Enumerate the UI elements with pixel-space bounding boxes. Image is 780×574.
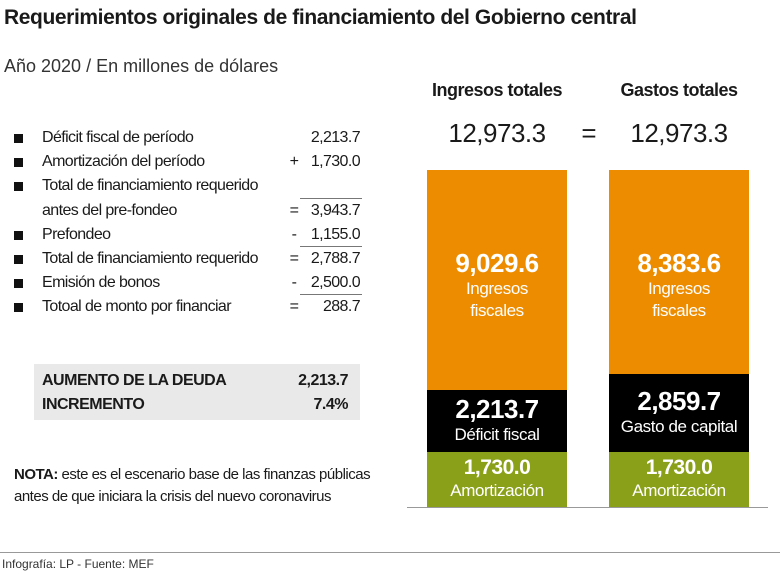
debt-increase-value: 2,213.7 (298, 372, 348, 389)
list-item: Amortización del período +1,730.0 (14, 151, 374, 175)
note-prefix: NOTA: (14, 466, 58, 483)
item-label: Totoal de monto por financiar (42, 298, 232, 315)
bullet-icon (14, 279, 23, 288)
list-item: Emisión de bonos -2,500.0 (14, 272, 374, 296)
increment-label: INCREMENTO (42, 396, 145, 413)
item-value: 288.7 (322, 298, 361, 315)
item-value: 2,788.7 (310, 250, 361, 267)
bullet-icon (14, 255, 23, 264)
bar-segment-amortizacion: 1,730.0 Amortización (427, 452, 567, 507)
item-operator: + (289, 153, 299, 170)
segment-label: Amortización (632, 481, 726, 500)
total-value: 12,973.3 (630, 118, 728, 148)
segment-label: Ingresos (647, 279, 710, 298)
debt-summary-box: AUMENTO DE LA DEUDA 2,213.7 INCREMENTO 7… (34, 364, 360, 420)
item-value: 1,155.0 (310, 226, 361, 243)
item-operator: = (289, 202, 299, 219)
item-value: 1,730.0 (310, 153, 361, 170)
bar-segment-ingresos-fiscales: 8,383.6 Ingresos fiscales (609, 170, 749, 374)
item-operator: - (291, 274, 297, 291)
bullet-icon (14, 303, 23, 312)
item-label: Total de financiamiento requerido (42, 177, 259, 194)
item-operator: = (289, 298, 299, 315)
category-label: Gastos totales (620, 80, 738, 100)
bullet-icon (14, 182, 23, 191)
total-value: 12,973.3 (448, 118, 546, 148)
segment-value: 1,730.0 (645, 456, 713, 479)
segment-value: 2,213.7 (455, 394, 539, 424)
item-label: Total de financiamiento requerido (42, 250, 259, 267)
page-title: Requerimientos originales de financiamie… (4, 6, 637, 29)
segment-label: fiscales (470, 301, 524, 320)
list-item: Total de financiamiento requerido (14, 175, 374, 199)
item-value: 3,943.7 (310, 202, 361, 219)
note-line-1: NOTA: este es el escenario base de las f… (14, 464, 414, 486)
bullet-icon (14, 134, 23, 143)
source-credit: Infografía: LP - Fuente: MEF (2, 557, 154, 571)
bullet-icon (14, 231, 23, 240)
item-label: antes del pre-fondeo (42, 202, 177, 219)
divider (300, 294, 362, 295)
increment-value: 7.4% (313, 396, 349, 413)
bar-segment-deficit-fiscal: 2,213.7 Déficit fiscal (427, 390, 567, 452)
item-label: Déficit fiscal de período (42, 129, 194, 146)
segment-value: 9,029.6 (455, 248, 539, 278)
note: NOTA: este es el escenario base de las f… (14, 464, 414, 508)
bullet-icon (14, 158, 23, 167)
item-value: 2,500.0 (310, 274, 361, 291)
segment-value: 8,383.6 (637, 248, 721, 278)
bar-segment-amortizacion: 1,730.0 Amortización (609, 452, 749, 507)
divider (0, 552, 780, 553)
note-line-2: antes de que iniciara la crisis del nuev… (14, 488, 332, 505)
baseline (407, 507, 768, 508)
list-item: Déficit fiscal de período 2,213.7 (14, 127, 374, 151)
debt-increase-label: AUMENTO DE LA DEUDA (42, 372, 227, 389)
note-text: este es el escenario base de las finanza… (57, 466, 371, 483)
list-item: antes del pre-fondeo = 3,943.7 (14, 200, 374, 224)
item-value: 2,213.7 (310, 129, 361, 146)
item-label: Emisión de bonos (42, 274, 160, 291)
item-label: Amortización del período (42, 153, 205, 170)
divider (300, 246, 362, 247)
bar-segment-ingresos-fiscales: 9,029.6 Ingresos fiscales (427, 170, 567, 390)
subtitle: Año 2020 / En millones de dólares (4, 56, 279, 76)
list-item: Totoal de monto por financiar = 288.7 (14, 296, 374, 320)
item-operator: = (289, 250, 299, 267)
category-label: Ingresos totales (431, 80, 563, 100)
equals-sign: = (581, 118, 597, 148)
item-label: Prefondeo (42, 226, 111, 243)
segment-value: 1,730.0 (463, 456, 531, 479)
segment-label: Ingresos (465, 279, 528, 298)
segment-label: Amortización (450, 481, 544, 500)
item-operator: - (291, 226, 297, 243)
segment-label: fiscales (652, 301, 706, 320)
segment-label: Déficit fiscal (454, 425, 540, 444)
segment-value: 2,859.7 (637, 386, 721, 416)
bar-segment-gasto-de-capital: 2,859.7 Gasto de capital (609, 374, 749, 452)
list-item: Prefondeo -1,155.0 (14, 224, 374, 248)
segment-label: Gasto de capital (620, 417, 738, 436)
list-item: Total de financiamiento requerido = 2,788.… (14, 248, 374, 272)
divider (300, 198, 362, 199)
